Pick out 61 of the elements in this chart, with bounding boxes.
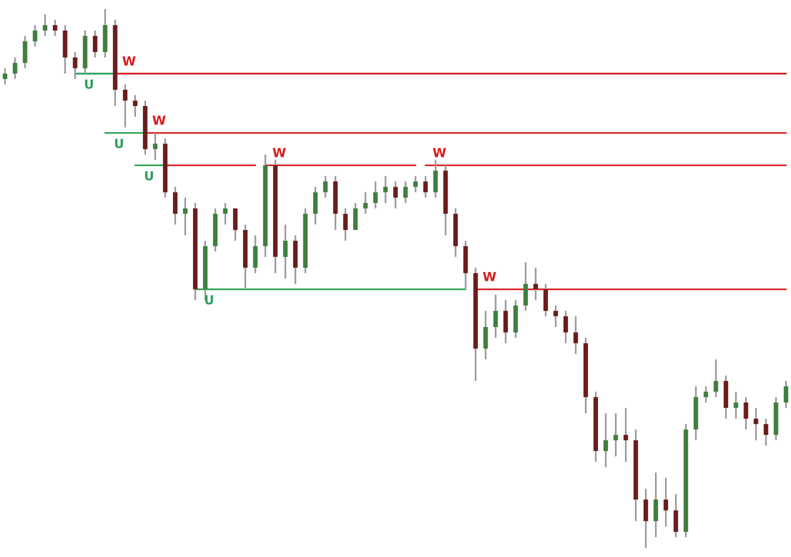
candlestick [744,396,748,430]
candlestick [363,191,368,215]
candlestick [714,358,718,398]
candlestick [393,180,398,210]
series-label: U [205,295,214,305]
series-label: W [152,116,166,125]
candlestick [764,418,768,446]
candlestick [323,175,328,198]
candlestick [42,13,48,37]
candlestick [72,51,78,80]
candlestick [754,407,758,442]
candlestick [283,224,288,280]
candlestick [604,412,608,468]
candlestick [223,202,228,226]
candlestick [543,283,548,318]
candlestick [644,488,648,548]
candlestick [52,18,58,37]
candlestick [383,175,388,204]
candlestick [233,208,238,242]
candlestick [624,407,628,463]
candlestick [483,310,488,360]
candlestick [373,180,378,210]
candlestick [253,234,258,274]
candlestick [433,159,438,198]
candlestick [493,294,498,339]
candlestick [734,390,738,420]
candlestick [152,132,158,161]
series-label: W [122,56,136,66]
candlestick [403,180,408,204]
candlestick [784,380,788,409]
candlestick [122,84,128,128]
candlestick [12,56,18,80]
candlestick [132,94,138,118]
candlestick [2,67,8,86]
candlestick [674,493,678,538]
series-label: W [482,272,496,282]
candlestick [664,477,668,528]
candlestick [423,175,428,198]
candlestick [32,24,38,48]
candlestick [654,472,658,538]
candlestick [92,30,98,58]
series-label: U [115,138,123,148]
series-label: W [272,148,286,158]
series-label: U [85,80,93,89]
candlestick [523,261,528,312]
candlestick [22,35,28,70]
candlestick [553,304,558,328]
candlestick [704,386,708,404]
candlestick [182,196,188,236]
candlestick [353,202,358,231]
candlestick [413,175,418,194]
candlestick [614,412,618,458]
candlestick [172,186,178,226]
candlestick [533,266,538,301]
candlestick [563,310,568,344]
candlestick [573,315,578,355]
series-label: W [432,148,446,158]
candlestick [503,299,508,344]
series-label: U [145,171,153,181]
candlestick [313,186,318,226]
candlestick [343,208,348,242]
